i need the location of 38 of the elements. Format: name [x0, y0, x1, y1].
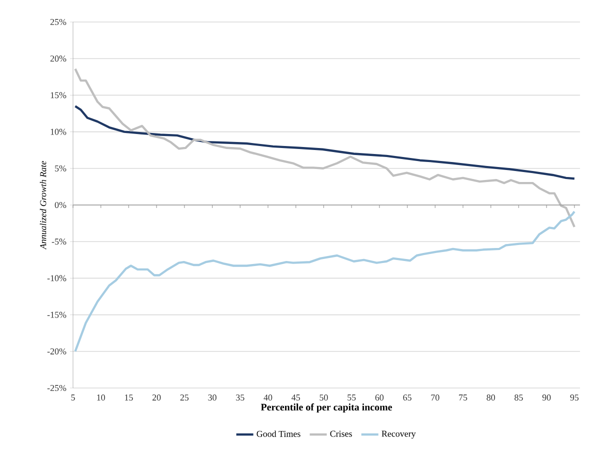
x-tick-label: 10 [97, 394, 105, 401]
y-tick-label: -5% [52, 238, 66, 245]
x-tick-label: 60 [375, 394, 384, 401]
x-tick-label: 45 [292, 394, 300, 401]
line-series [74, 210, 576, 352]
x-tick-label: 75 [459, 394, 468, 400]
x-tick-label: 55 [348, 394, 356, 400]
x-tick-label: 70 [431, 394, 440, 401]
x-tick-label: 65 [403, 394, 412, 401]
y-tick-label: 15% [50, 92, 66, 98]
x-tick-label: 80 [486, 394, 495, 401]
y-tick-label: -15% [47, 312, 66, 318]
x-tick-label: 40 [264, 394, 272, 401]
y-tick-label: 25% [50, 18, 66, 26]
x-tick-label: 5 [71, 394, 75, 400]
x-tick-label: 95 [570, 394, 579, 401]
y-tick-label: -25% [47, 384, 66, 392]
line-series [74, 105, 576, 180]
legend-label: Crises [330, 430, 352, 437]
legend-label: Good Times [256, 430, 300, 437]
x-tick-label: 15 [125, 394, 133, 401]
y-tick-label: 0% [54, 202, 66, 208]
y-tick-label: -10% [47, 275, 66, 282]
x-tick-label: 30 [208, 394, 216, 401]
x-tick-label: 35 [236, 394, 244, 401]
y-tick-label: 10% [50, 128, 66, 135]
x-tick-label: 20 [152, 394, 161, 401]
y-axis-title: Annualized Growth Rate [40, 161, 46, 250]
x-tick-label: 25 [180, 394, 189, 401]
y-tick-label: 5% [55, 165, 66, 172]
x-tick-label: 85 [514, 394, 523, 401]
x-tick-label: 50 [320, 394, 328, 401]
x-axis-title: Percentile of per capita income [260, 403, 392, 413]
y-tick-label: -20% [47, 348, 66, 354]
y-tick-label: 20% [50, 56, 66, 62]
legend-label: Recovery [382, 430, 416, 439]
x-tick-label: 90 [542, 394, 551, 401]
line-series [74, 68, 576, 228]
